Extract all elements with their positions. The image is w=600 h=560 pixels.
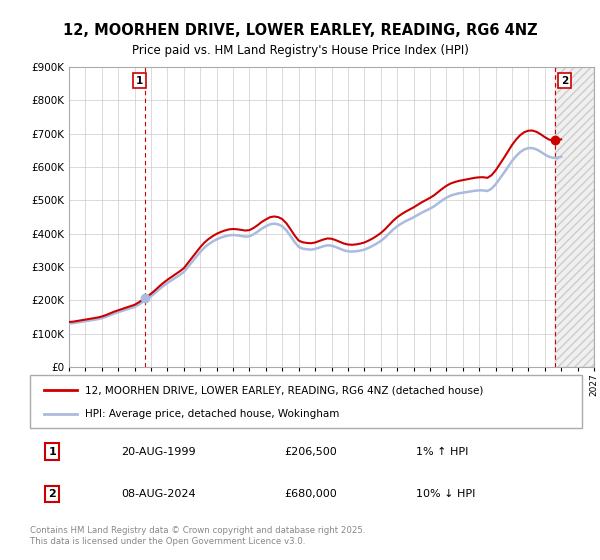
Text: 12, MOORHEN DRIVE, LOWER EARLEY, READING, RG6 4NZ: 12, MOORHEN DRIVE, LOWER EARLEY, READING… [62, 24, 538, 38]
Text: 12, MOORHEN DRIVE, LOWER EARLEY, READING, RG6 4NZ (detached house): 12, MOORHEN DRIVE, LOWER EARLEY, READING… [85, 385, 484, 395]
Bar [555, 67, 594, 367]
Text: 20-AUG-1999: 20-AUG-1999 [121, 446, 196, 456]
Text: £206,500: £206,500 [284, 446, 337, 456]
Text: 1: 1 [48, 446, 56, 456]
Text: 2: 2 [561, 76, 568, 86]
Text: 10% ↓ HPI: 10% ↓ HPI [416, 489, 476, 499]
Text: Price paid vs. HM Land Registry's House Price Index (HPI): Price paid vs. HM Land Registry's House … [131, 44, 469, 57]
FancyBboxPatch shape [30, 375, 582, 428]
Text: Contains HM Land Registry data © Crown copyright and database right 2025.
This d: Contains HM Land Registry data © Crown c… [30, 526, 365, 546]
Text: 1% ↑ HPI: 1% ↑ HPI [416, 446, 469, 456]
Text: 1: 1 [136, 76, 143, 86]
Text: £680,000: £680,000 [284, 489, 337, 499]
Text: 08-AUG-2024: 08-AUG-2024 [121, 489, 196, 499]
Text: HPI: Average price, detached house, Wokingham: HPI: Average price, detached house, Woki… [85, 408, 340, 418]
Text: 2: 2 [48, 489, 56, 499]
